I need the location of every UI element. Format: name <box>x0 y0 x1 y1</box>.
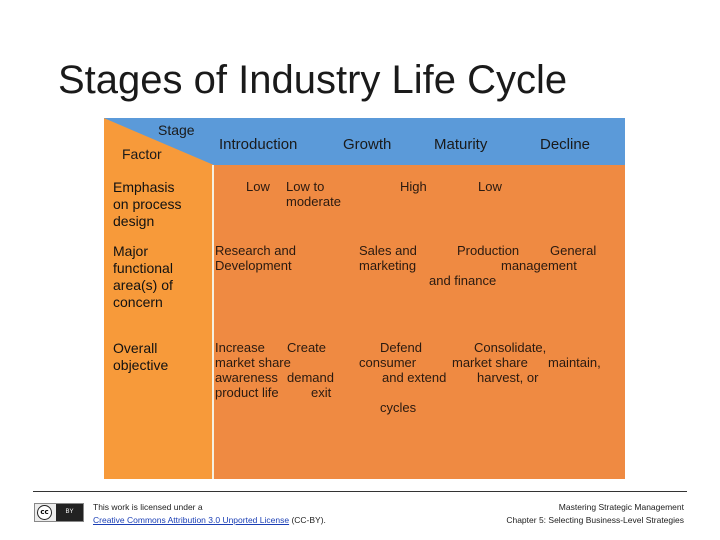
row-label-line: Emphasis <box>113 179 175 195</box>
cell-text: Low <box>246 179 270 194</box>
factor-column <box>104 118 214 479</box>
cell-text: Create <box>287 340 327 355</box>
row-label-major-functional-area: Major functional area(s) of concern <box>113 243 173 311</box>
row-label-line: Major <box>113 243 149 259</box>
column-header-maturity: Maturity <box>434 136 488 153</box>
row-label-emphasis: Emphasis on process design <box>113 179 181 230</box>
license-line: Creative Commons Attribution 3.0 Unporte… <box>93 515 326 525</box>
cell-text: General <box>550 243 597 258</box>
cc-by-license-badge[interactable]: cc BY <box>34 503 84 522</box>
cell-line: marketing <box>359 258 417 273</box>
cell-text: Low to moderate <box>286 179 341 209</box>
corner-diagonal-cell <box>104 118 214 165</box>
column-header-decline: Decline <box>540 136 591 153</box>
cell-text: and finance <box>429 273 497 288</box>
cell-text: maintain, <box>548 355 601 370</box>
cell-text: cycles <box>380 400 417 415</box>
cell-line: Research and <box>215 243 296 258</box>
cell-text: harvest, or <box>477 370 539 385</box>
cell-text: consumer <box>359 355 417 370</box>
row-label-line: on process <box>113 196 182 212</box>
chapter-title: Chapter 5: Selecting Business-Level Stra… <box>506 515 684 525</box>
row-label-line: area(s) of <box>113 277 173 293</box>
cell-text: market share <box>452 355 528 370</box>
cell-text: Increase market share awareness product … <box>215 340 291 400</box>
book-title: Mastering Strategic Management <box>558 502 684 512</box>
slide-title: Stages of Industry Life Cycle <box>58 58 568 102</box>
cell-text: exit <box>311 385 332 400</box>
life-cycle-table: Stage Factor Introduction Growth Maturit… <box>104 118 625 479</box>
cc-icon: cc <box>37 505 52 520</box>
corner-stage-label: Stage <box>158 122 195 138</box>
row-label-line: concern <box>113 294 163 310</box>
column-header-growth: Growth <box>343 136 392 153</box>
cell-text: management <box>501 258 577 273</box>
cell-line: product life <box>215 385 279 400</box>
row-label-line: Overall <box>113 340 158 356</box>
cell-text: and extend <box>382 370 447 385</box>
cell-text: Production <box>457 243 520 258</box>
corner-factor-label: Factor <box>122 146 162 162</box>
cell-line: awareness <box>215 370 278 385</box>
column-header-introduction: Introduction <box>219 136 298 153</box>
row-label-line: functional <box>113 260 173 276</box>
footer-divider <box>33 491 687 492</box>
cell-line: Sales and <box>359 243 417 258</box>
cell-line: Increase <box>215 340 265 355</box>
row-label-line: objective <box>113 357 169 373</box>
cell-text: Consolidate, <box>474 340 547 355</box>
license-text: This work is licensed under a <box>93 502 203 512</box>
cell-line: moderate <box>286 194 341 209</box>
license-suffix: (CC-BY). <box>289 515 326 525</box>
by-icon: BY <box>56 504 83 521</box>
cell-text: High <box>400 179 427 194</box>
cell-text: Sales and marketing <box>359 243 417 273</box>
cell-line: market share <box>215 355 291 370</box>
cell-text: demand <box>287 370 334 385</box>
cell-line: Development <box>215 258 292 273</box>
license-link[interactable]: Creative Commons Attribution 3.0 Unporte… <box>93 515 290 525</box>
cell-text: Low <box>478 179 502 194</box>
cell-text: Defend <box>380 340 422 355</box>
cell-line: Low to <box>286 179 325 194</box>
cell-text: Research and Development <box>215 243 296 273</box>
row-label-overall-objective: Overall objective <box>113 340 168 374</box>
row-label-line: design <box>113 213 155 229</box>
